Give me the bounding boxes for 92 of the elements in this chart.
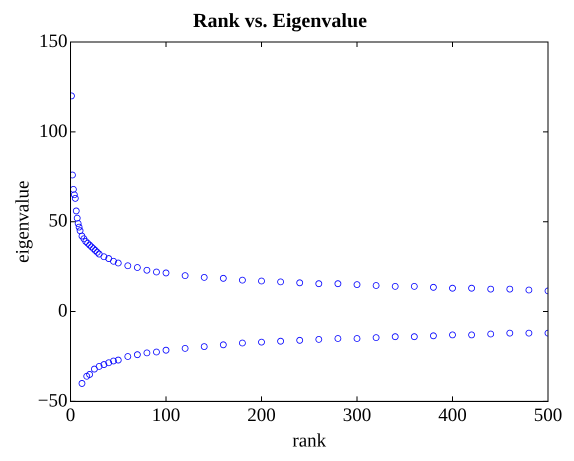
point [90, 245, 97, 252]
point [220, 274, 227, 282]
point [76, 224, 83, 230]
point [449, 332, 456, 338]
point [105, 359, 112, 366]
point [372, 334, 380, 342]
point [72, 194, 79, 202]
point [296, 336, 304, 344]
y-tick-label: −50 [38, 390, 68, 412]
point [124, 262, 132, 270]
point [334, 335, 342, 342]
point [162, 270, 170, 276]
point [90, 366, 98, 372]
point [70, 191, 78, 198]
point [468, 332, 476, 338]
point [114, 260, 122, 266]
point [258, 278, 265, 284]
point [153, 268, 160, 276]
y-tick-label: 100 [39, 120, 68, 142]
point [220, 341, 227, 348]
point [162, 346, 170, 354]
point [315, 336, 322, 343]
point [392, 333, 399, 340]
x-tick-label: 300 [342, 404, 372, 426]
point [182, 344, 189, 352]
point [334, 280, 342, 288]
point [80, 235, 88, 242]
point [88, 243, 95, 250]
point [72, 208, 80, 214]
point [105, 255, 112, 262]
point [83, 372, 90, 380]
x-tick-label: 200 [247, 404, 276, 426]
y-tick-label: 0 [58, 300, 68, 322]
point [78, 380, 86, 387]
point [372, 282, 380, 289]
y-tick-label: 50 [48, 210, 68, 232]
x-tick-label: 500 [534, 404, 562, 426]
point [182, 272, 189, 280]
point [100, 253, 108, 260]
point [410, 333, 418, 340]
x-tick-label: 100 [152, 404, 180, 426]
point [96, 362, 103, 370]
point [100, 361, 108, 368]
point [315, 280, 322, 288]
point [468, 284, 476, 292]
point [76, 227, 84, 234]
point [506, 330, 514, 337]
point [449, 284, 456, 292]
point [200, 343, 208, 350]
point [110, 358, 117, 364]
x-tick-label: 400 [438, 404, 467, 426]
point [94, 248, 101, 256]
point [74, 220, 82, 227]
point [410, 282, 418, 290]
point [124, 353, 132, 360]
point [110, 258, 117, 265]
point [96, 250, 103, 258]
point [392, 282, 399, 290]
point [144, 266, 150, 274]
point [354, 281, 360, 288]
point [134, 351, 141, 358]
point [277, 278, 284, 286]
point [506, 286, 514, 292]
point [144, 349, 150, 356]
point [354, 335, 360, 342]
point [114, 356, 122, 364]
point [153, 348, 160, 356]
y-axis-title: eigenvalue [12, 180, 34, 263]
point [487, 330, 494, 338]
point [526, 330, 532, 337]
point [258, 338, 265, 346]
point [487, 286, 494, 292]
point [70, 186, 77, 193]
point [82, 238, 90, 245]
point [74, 214, 81, 222]
point [134, 264, 141, 271]
point [86, 371, 94, 378]
point [430, 332, 437, 340]
point [296, 279, 304, 286]
point [78, 232, 86, 240]
point [277, 338, 284, 345]
point [526, 286, 532, 294]
y-tick-label: 150 [39, 30, 68, 52]
point [84, 240, 92, 247]
point [92, 247, 99, 254]
point [86, 242, 94, 248]
point [239, 276, 246, 284]
x-axis-title: rank [292, 430, 327, 452]
point [239, 340, 246, 346]
point [430, 284, 437, 291]
chart-title: Rank vs. Eigenvalue [193, 10, 368, 32]
point [200, 274, 208, 281]
